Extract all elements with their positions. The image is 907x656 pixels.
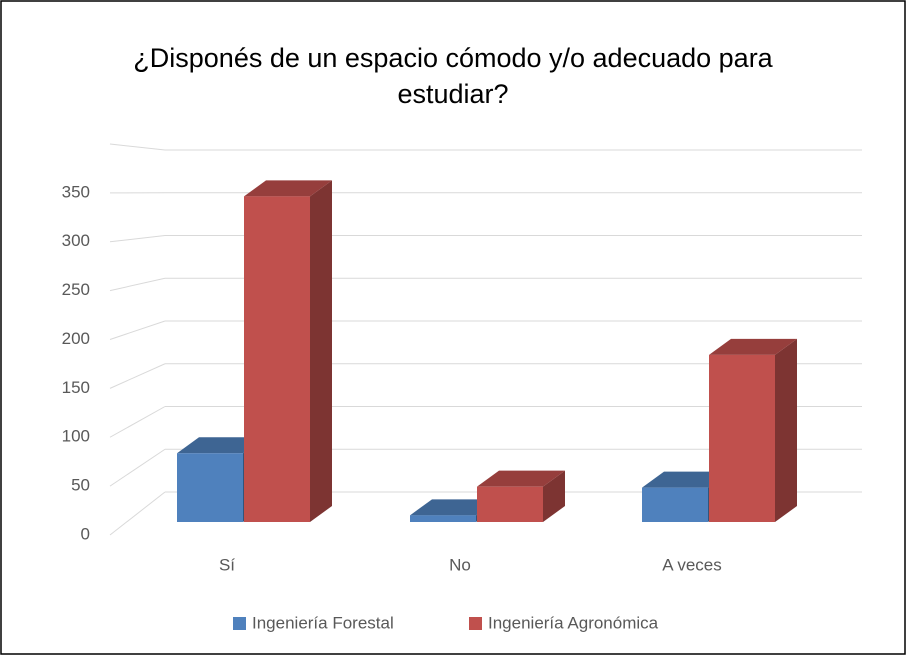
y-tick-label: 50 (71, 476, 90, 495)
y-tick-label: 150 (62, 378, 90, 397)
grid-line (109, 277, 166, 292)
bar (709, 338, 797, 522)
y-tick-label: 200 (62, 329, 90, 348)
grid-line (109, 235, 166, 243)
legend-swatch (233, 617, 246, 630)
legend-label: Ingeniería Forestal (252, 613, 394, 632)
grid-line (109, 406, 166, 438)
legend-label: Ingeniería Agronómica (488, 613, 659, 632)
grid-line (109, 363, 166, 389)
y-tick-label: 0 (81, 524, 90, 543)
bar (244, 180, 332, 522)
bar-face (244, 180, 332, 197)
grid-line (109, 143, 166, 151)
y-tick-label: 100 (62, 427, 90, 446)
grid-line (109, 320, 166, 340)
bar-face (177, 453, 243, 522)
bar-face (709, 338, 797, 355)
bar-face (775, 338, 797, 522)
bar (477, 470, 565, 522)
bar-face (310, 180, 332, 522)
grid-line (109, 491, 166, 536)
bar-face (410, 499, 498, 516)
x-tick-label: No (449, 555, 471, 574)
bar-face (642, 487, 708, 522)
chart-title: ¿Disponés de un espacio cómodo y/o adecu… (133, 43, 773, 109)
bar-face (410, 515, 476, 522)
y-tick-label: 300 (62, 231, 90, 250)
bar-face (244, 196, 310, 522)
bar-face (543, 470, 565, 522)
bar-face (642, 471, 730, 488)
y-tick-label: 350 (62, 182, 90, 201)
x-tick-label: Sí (219, 555, 235, 574)
x-tick-label: A veces (662, 555, 722, 574)
bar-face (177, 437, 265, 454)
y-tick-label: 250 (62, 280, 90, 299)
bar-face (477, 486, 543, 522)
bar-face (709, 354, 775, 522)
legend-swatch (469, 617, 482, 630)
bar-face (477, 470, 565, 487)
grid-line (109, 448, 166, 487)
